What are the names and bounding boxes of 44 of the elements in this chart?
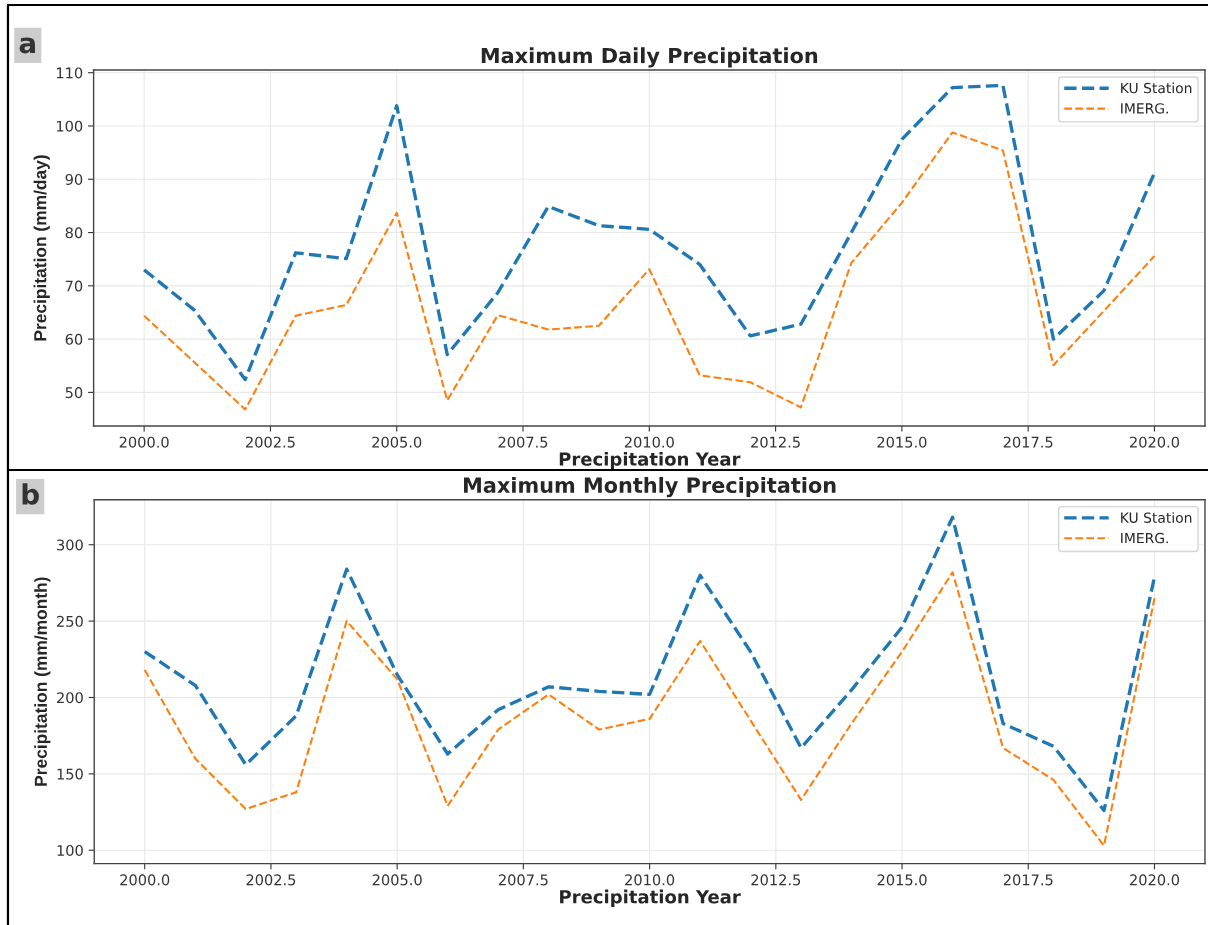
x-tick-label: 2007.5 (498, 436, 548, 448)
text: b (22, 483, 39, 505)
x-tick-label: 2005.0 (372, 436, 422, 448)
y-tick-label: 70 (65, 280, 83, 292)
x-tick-label: 2000.0 (119, 436, 169, 448)
x-axis-title: Precipitation Year (560, 889, 741, 908)
x-tick-label: 2015.0 (877, 436, 927, 448)
legend-label: KU Station (1121, 512, 1192, 523)
x-tick-label: 2020.0 (1130, 436, 1180, 448)
x-tick-label: 2015.0 (877, 874, 927, 886)
legend-label: IMERG. (1121, 532, 1168, 544)
x-tick-label: 2000.0 (120, 874, 170, 886)
y-tick-label: 90 (65, 173, 83, 185)
y-tick-label: 100 (56, 120, 83, 132)
x-tick-label: 2012.5 (751, 874, 801, 886)
y-axis-title: Precipitation (mm/month) (34, 577, 51, 786)
y-tick-label: 80 (65, 227, 83, 239)
x-tick-label: 2010.0 (625, 874, 675, 886)
x-tick-label: 2010.0 (624, 436, 674, 448)
legend-label: IMERG. (1121, 103, 1168, 114)
chart-title: Maximum Daily Precipitation (481, 47, 818, 68)
x-axis-title: Precipitation Year (559, 451, 741, 470)
x-tick-label: 2017.5 (1003, 436, 1053, 448)
y-tick-label: 110 (56, 67, 83, 79)
y-tick-label: 60 (65, 333, 83, 345)
x-tick-label: 2012.5 (751, 436, 800, 448)
line-series (143, 571, 1156, 847)
chart-title: Maximum Monthly Precipitation (464, 476, 836, 498)
x-tick-label: 2020.0 (1130, 874, 1180, 886)
y-tick-label: 100 (57, 844, 83, 856)
y-tick-label: 150 (57, 768, 83, 780)
text: a (19, 37, 35, 54)
y-tick-label: 250 (57, 615, 83, 627)
y-tick-label: 50 (65, 387, 83, 399)
x-tick-label: 2007.5 (498, 874, 548, 886)
y-tick-label: 300 (57, 539, 83, 551)
x-tick-label: 2002.5 (245, 436, 295, 448)
x-tick-label: 2017.5 (1003, 874, 1053, 886)
legend-label: KU Station (1121, 82, 1192, 94)
y-tick-label: 200 (57, 692, 83, 704)
x-tick-label: 2005.0 (372, 874, 422, 886)
line-series (143, 131, 1156, 411)
y-axis-title: Precipitation (mm/day) (33, 155, 50, 341)
x-tick-label: 2002.5 (246, 874, 296, 886)
